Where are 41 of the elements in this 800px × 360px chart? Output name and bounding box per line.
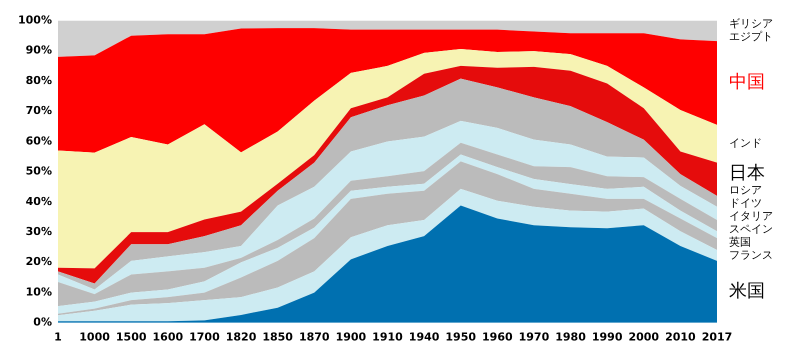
y-tick-label: 100% — [18, 13, 52, 26]
x-tick-label: 1980 — [555, 330, 586, 344]
x-tick-label: 1960 — [482, 330, 513, 344]
x-tick-label: 1990 — [592, 330, 623, 344]
y-tick-label: 70% — [26, 104, 52, 118]
x-tick-label: 1700 — [189, 330, 220, 344]
series-label: 中国 — [729, 72, 765, 93]
y-tick-label: 10% — [26, 285, 52, 298]
y-tick-label: 30% — [26, 225, 52, 238]
series-label: 英国 — [729, 235, 751, 248]
x-tick-label: 1910 — [372, 330, 404, 344]
series-label: イタリア — [729, 209, 773, 222]
x-tick-label: 1950 — [445, 330, 476, 344]
series-label: ロシア — [729, 183, 762, 196]
series-label: スペイン — [729, 222, 773, 236]
x-tick-label: 1870 — [298, 330, 330, 344]
series-label: ドイツ — [729, 196, 762, 210]
y-tick-label: 90% — [26, 44, 52, 57]
x-tick-label: 1000 — [79, 330, 110, 344]
x-tick-label: 2010 — [665, 330, 696, 344]
y-tick-label: 20% — [26, 255, 52, 268]
y-tick-label: 80% — [26, 74, 52, 87]
x-tick-label: 1500 — [116, 330, 147, 344]
series-label: 日本 — [729, 162, 765, 184]
x-tick-label: 2017 — [702, 330, 732, 344]
x-tick-label: 1900 — [336, 330, 367, 344]
y-tick-label: 60% — [26, 134, 52, 148]
x-tick-label: 1 — [54, 330, 62, 344]
x-tick-label: 2000 — [628, 330, 660, 344]
y-tick-label: 0% — [33, 316, 52, 329]
series-label: ギリシアエジプト — [729, 17, 773, 44]
y-tick-label: 50% — [26, 164, 52, 178]
y-tick-label: 40% — [26, 194, 52, 208]
x-tick-label: 1600 — [152, 330, 184, 344]
series-label: インド — [729, 136, 762, 150]
x-tick-label: 1850 — [262, 330, 294, 344]
x-tick-label: 1940 — [408, 330, 440, 344]
x-tick-label: 1820 — [226, 330, 257, 344]
series-label: フランス — [729, 248, 773, 262]
series-label: 米国 — [729, 280, 765, 302]
x-tick-label: 1970 — [518, 330, 550, 344]
